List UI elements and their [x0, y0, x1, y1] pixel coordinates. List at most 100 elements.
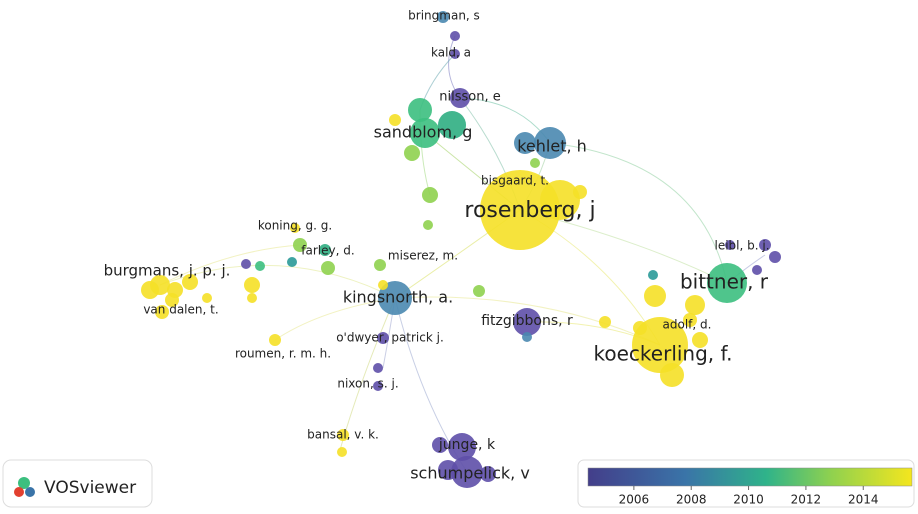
node	[633, 321, 647, 335]
node	[337, 429, 349, 441]
node	[404, 145, 420, 161]
node	[685, 295, 705, 315]
node	[450, 31, 460, 41]
logo[interactable]: VOSviewer	[2, 459, 153, 508]
node	[752, 265, 762, 275]
node-label: schumpelick, v	[410, 464, 530, 483]
node	[437, 11, 449, 23]
node	[432, 437, 448, 453]
node-label: sandblom, g	[374, 123, 473, 142]
node-label: koning, g. g.	[258, 219, 332, 233]
node	[410, 118, 440, 148]
node-label: bisgaard, t.	[481, 174, 549, 188]
node	[473, 285, 485, 297]
node	[648, 270, 658, 280]
node-label: burgmans, j. p. j.	[104, 262, 231, 280]
edge	[549, 142, 728, 284]
node	[290, 223, 300, 233]
node	[321, 261, 335, 275]
node	[513, 308, 541, 336]
labels: bringman, s kald, a nilsson, e sandblom, g k…	[104, 9, 770, 483]
node	[707, 263, 747, 303]
node	[269, 334, 281, 346]
node	[377, 332, 389, 344]
node	[480, 170, 560, 250]
node	[451, 456, 483, 488]
node	[374, 259, 386, 271]
node-label: van dalen, t.	[143, 303, 218, 317]
node-label: adolf, d.	[663, 318, 712, 332]
node	[599, 316, 611, 328]
node	[530, 158, 540, 168]
node-label: bittner, r	[680, 270, 769, 294]
node	[423, 220, 433, 230]
node	[438, 460, 458, 480]
node-label: bansal, v. k.	[307, 428, 379, 442]
node-label: leibl, b. j.	[714, 239, 769, 253]
node	[155, 305, 169, 319]
node	[165, 293, 179, 307]
tick-label: 2014	[848, 493, 879, 507]
node	[247, 293, 257, 303]
node-label: bringman, s	[408, 9, 480, 23]
node	[692, 332, 708, 348]
logo-text: VOSviewer	[44, 478, 136, 498]
node	[287, 257, 297, 267]
node	[378, 280, 388, 290]
node	[319, 244, 331, 256]
node-label: roumen, r. m. h.	[235, 347, 331, 361]
node	[725, 240, 735, 250]
node	[448, 433, 476, 461]
tick-label: 2006	[619, 493, 650, 507]
node-label: kingsnorth, a.	[343, 288, 453, 307]
node	[422, 187, 438, 203]
tick-label: 2008	[676, 493, 707, 507]
node-label: o'dwyer, patrick j.	[336, 331, 444, 345]
node	[573, 185, 587, 199]
node	[769, 251, 781, 263]
node	[244, 277, 260, 293]
node	[438, 111, 466, 139]
node	[450, 49, 460, 59]
node-label: fitzgibbons, r	[481, 313, 573, 329]
node	[141, 281, 159, 299]
node-label: nilsson, e	[439, 90, 500, 105]
node	[759, 239, 771, 251]
node	[255, 261, 265, 271]
node	[337, 447, 347, 457]
logo-icon	[14, 487, 24, 497]
node	[522, 332, 532, 342]
node-label: kald, a	[431, 46, 471, 60]
color-bar	[587, 467, 913, 487]
edge	[159, 244, 301, 286]
color-legend: 2006 2008 2010 2012 2014	[577, 459, 915, 508]
node	[480, 466, 496, 482]
logo-box	[2, 459, 153, 508]
node	[373, 363, 383, 373]
nodes	[141, 11, 781, 488]
logo-icon	[25, 487, 35, 497]
node-label: farley, d.	[301, 244, 354, 258]
node	[373, 381, 383, 391]
node	[644, 285, 666, 307]
tick-label: 2012	[791, 493, 822, 507]
node	[450, 88, 470, 108]
node	[389, 114, 401, 126]
node	[408, 98, 432, 122]
node	[514, 132, 536, 154]
tick-label: 2010	[733, 493, 764, 507]
node-label: miserez, m.	[388, 249, 458, 263]
node	[293, 238, 307, 252]
logo-icon	[18, 477, 30, 489]
node-label: koeckerling, f.	[594, 342, 733, 366]
node	[534, 127, 566, 159]
node-label: nixon, s. j.	[337, 377, 398, 391]
node-label: kehlet, h	[517, 137, 587, 156]
edge	[394, 296, 661, 346]
node-label: rosenberg, j	[464, 198, 595, 223]
node	[241, 259, 251, 269]
node	[202, 293, 212, 303]
node	[182, 274, 198, 290]
node	[540, 180, 580, 220]
